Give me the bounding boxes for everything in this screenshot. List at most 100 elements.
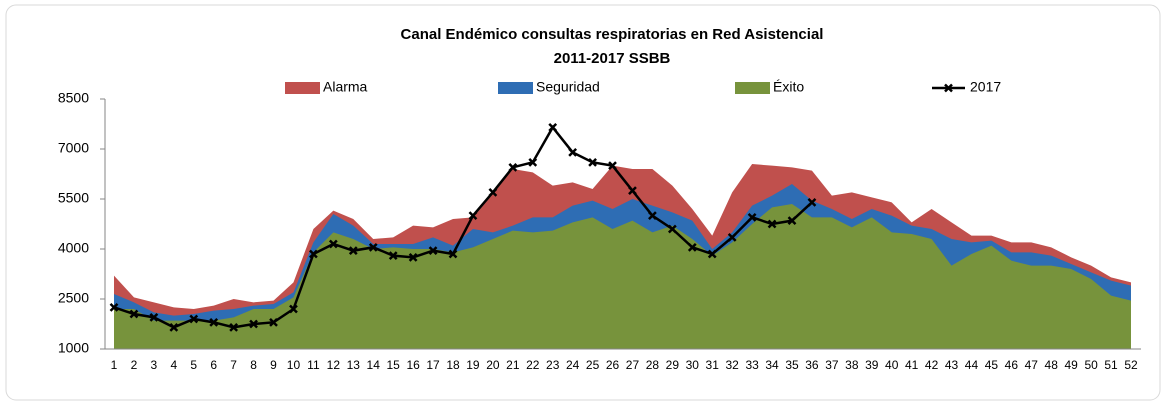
legend-label: Alarma <box>323 79 368 95</box>
line-marker <box>687 242 697 252</box>
line-marker <box>109 302 119 312</box>
line-marker <box>807 197 817 207</box>
x-tick-label: 34 <box>765 358 779 372</box>
x-tick-label: 20 <box>486 358 500 372</box>
y-tick-label: 1000 <box>58 340 89 356</box>
x-tick-label: 24 <box>566 358 580 372</box>
line-marker <box>368 242 378 252</box>
line-marker <box>608 161 617 171</box>
x-tick-label: 17 <box>426 358 440 372</box>
x-tick-label: 50 <box>1084 358 1098 372</box>
x-tick-label: 48 <box>1045 358 1059 372</box>
line-marker <box>269 317 278 327</box>
x-tick-label: 49 <box>1064 358 1078 372</box>
x-tick-label: 2 <box>131 358 138 372</box>
line-marker <box>408 252 418 262</box>
x-tick-label: 31 <box>706 358 720 372</box>
x-tick-label: 45 <box>985 358 999 372</box>
line-marker <box>169 322 179 332</box>
line-marker <box>767 219 777 229</box>
x-tick-label: 8 <box>250 358 257 372</box>
x-tick-label: 27 <box>626 358 640 372</box>
x-tick-label: 28 <box>646 358 660 372</box>
line-marker <box>568 147 578 157</box>
x-tick-label: 6 <box>210 358 217 372</box>
x-tick-label: 43 <box>945 358 959 372</box>
x-tick-label: 33 <box>745 358 759 372</box>
x-tick-label: 37 <box>825 358 839 372</box>
x-tick-label: 9 <box>270 358 277 372</box>
line-marker <box>528 157 538 167</box>
x-tick-label: 44 <box>965 358 979 372</box>
y-tick-label: 8500 <box>58 90 89 106</box>
x-tick-label: 1 <box>111 358 118 372</box>
line-marker <box>548 122 558 132</box>
x-tick-label: 39 <box>865 358 879 372</box>
legend-label: Seguridad <box>536 79 600 95</box>
line-marker <box>388 251 398 261</box>
x-tick-label: 36 <box>805 358 819 372</box>
x-tick-label: 16 <box>406 358 420 372</box>
line-marker <box>448 249 458 259</box>
line-marker <box>328 239 338 249</box>
x-tick-label: 23 <box>546 358 560 372</box>
line-marker <box>129 309 139 319</box>
line-marker <box>348 246 358 256</box>
x-tick-label: 25 <box>586 358 600 372</box>
line-marker <box>249 319 258 329</box>
x-tick-label: 12 <box>327 358 341 372</box>
y-tick-label: 7000 <box>58 140 89 156</box>
x-tick-label: 52 <box>1124 358 1138 372</box>
line-marker <box>588 157 597 167</box>
line-marker <box>309 249 318 259</box>
x-tick-label: 15 <box>386 358 400 372</box>
x-tick-label: 13 <box>347 358 361 372</box>
x-tick-label: 40 <box>885 358 899 372</box>
x-tick-label: 18 <box>446 358 460 372</box>
line-marker <box>727 232 737 242</box>
x-tick-label: 51 <box>1104 358 1118 372</box>
x-tick-label: 7 <box>230 358 237 372</box>
x-tick-label: 19 <box>466 358 480 372</box>
legend-swatch <box>735 82 770 94</box>
line-marker <box>628 186 637 196</box>
legend-swatch <box>285 82 320 94</box>
area-2 <box>114 204 1131 349</box>
line-marker <box>707 249 717 259</box>
x-tick-label: 42 <box>925 358 939 372</box>
line-marker <box>508 162 518 172</box>
x-tick-label: 21 <box>506 358 520 372</box>
line-marker <box>787 216 797 226</box>
line-marker <box>189 314 199 324</box>
line-marker <box>747 212 757 222</box>
x-tick-label: 38 <box>845 358 859 372</box>
x-tick-label: 5 <box>190 358 197 372</box>
line-marker <box>488 187 498 197</box>
chart-subtitle: 2011-2017 SSBB <box>554 50 671 67</box>
y-tick-label: 4000 <box>58 240 89 256</box>
line-2017 <box>113 125 813 329</box>
line-marker <box>149 312 159 322</box>
x-tick-label: 30 <box>686 358 700 372</box>
x-tick-label: 11 <box>307 358 320 372</box>
x-tick-label: 22 <box>526 358 540 372</box>
y-tick-label: 2500 <box>58 290 89 306</box>
legend-marker <box>944 83 953 93</box>
x-tick-label: 4 <box>170 358 177 372</box>
legend-label: 2017 <box>970 79 1001 95</box>
x-tick-label: 14 <box>367 358 381 372</box>
x-tick-label: 3 <box>151 358 158 372</box>
line-marker <box>648 211 657 221</box>
line-marker <box>229 322 239 332</box>
x-tick-label: 35 <box>785 358 799 372</box>
y-tick-label: 5500 <box>58 190 89 206</box>
legend-label: Éxito <box>773 79 804 95</box>
x-tick-label: 32 <box>725 358 739 372</box>
x-tick-label: 29 <box>666 358 680 372</box>
line-marker <box>209 317 219 327</box>
line-marker <box>667 224 677 234</box>
line-marker <box>428 246 438 256</box>
chart-title: Canal Endémico consultas respiratorias e… <box>401 26 824 43</box>
x-tick-label: 41 <box>905 358 919 372</box>
